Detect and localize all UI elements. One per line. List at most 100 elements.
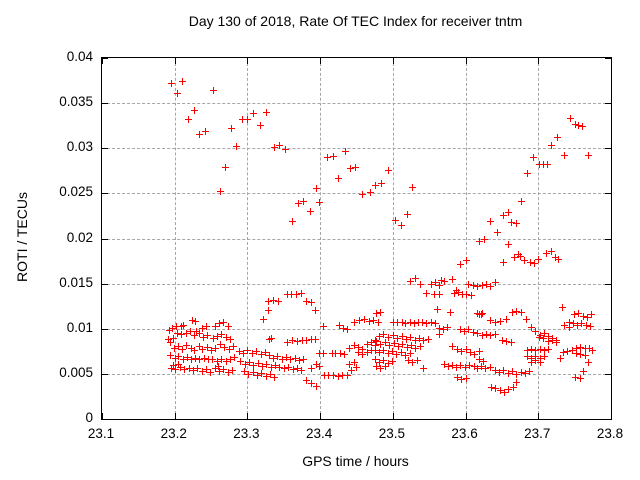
gridline-vertical — [247, 58, 248, 419]
y-tick-mark — [605, 284, 611, 285]
y-tick-mark — [605, 329, 611, 330]
data-point-marker — [200, 334, 207, 341]
data-point-marker — [419, 319, 426, 326]
data-point-marker — [265, 307, 272, 314]
data-point-marker — [303, 377, 310, 384]
gridline-vertical — [393, 58, 394, 419]
data-point-marker — [394, 335, 401, 342]
x-tick-mark — [393, 413, 394, 419]
x-tick-mark — [247, 58, 248, 64]
y-tick-mark — [102, 148, 108, 149]
data-point-marker — [407, 334, 414, 341]
data-point-marker — [561, 322, 568, 329]
data-point-marker — [513, 308, 520, 315]
data-point-marker — [265, 298, 272, 305]
data-point-marker — [571, 311, 578, 318]
data-point-marker — [288, 291, 295, 298]
data-point-marker — [580, 313, 587, 320]
data-point-marker — [449, 276, 456, 283]
data-point-marker — [201, 355, 208, 362]
data-point-marker — [553, 337, 560, 344]
data-point-marker — [271, 374, 278, 381]
data-point-marker — [259, 363, 266, 370]
data-point-marker — [372, 342, 379, 349]
data-point-marker — [303, 298, 310, 305]
data-point-marker — [227, 356, 234, 363]
data-point-marker — [552, 254, 559, 261]
gridline-vertical — [466, 58, 467, 419]
data-point-marker — [420, 365, 427, 372]
data-point-marker — [414, 357, 421, 364]
x-tick-mark — [320, 413, 321, 419]
data-point-marker — [467, 349, 474, 356]
data-point-marker — [399, 341, 406, 348]
data-point-marker — [281, 365, 288, 372]
data-point-marker — [487, 332, 494, 339]
data-point-marker — [375, 319, 382, 326]
data-point-marker — [270, 355, 277, 362]
data-point-marker — [181, 366, 188, 373]
data-point-marker — [545, 338, 552, 345]
gridline-vertical — [175, 58, 176, 419]
data-point-marker — [524, 347, 531, 354]
data-point-marker — [487, 218, 494, 225]
data-point-marker — [221, 344, 228, 351]
x-tick-mark — [393, 58, 394, 64]
data-point-marker — [210, 87, 217, 94]
data-point-marker — [405, 357, 412, 364]
data-point-marker — [287, 356, 294, 363]
data-point-marker — [407, 350, 414, 357]
x-tick-label: 23.2 — [160, 426, 187, 441]
data-point-marker — [366, 318, 373, 325]
data-point-marker — [524, 353, 531, 360]
data-point-marker — [540, 161, 547, 168]
data-point-marker — [471, 351, 478, 358]
data-point-marker — [378, 180, 385, 187]
data-point-marker — [480, 358, 487, 365]
data-point-marker — [351, 359, 358, 366]
data-point-marker — [370, 317, 377, 324]
data-point-marker — [478, 311, 485, 318]
data-point-marker — [386, 342, 393, 349]
data-point-marker — [468, 292, 475, 299]
data-point-marker — [275, 298, 282, 305]
x-tick-mark — [538, 58, 539, 64]
data-point-marker — [196, 131, 203, 138]
data-point-marker — [208, 347, 215, 354]
data-point-marker — [284, 291, 291, 298]
data-point-marker — [292, 355, 299, 362]
data-point-marker — [222, 164, 229, 171]
data-point-marker — [566, 319, 573, 326]
data-point-marker — [404, 344, 411, 351]
data-point-marker — [342, 148, 349, 155]
data-point-marker — [212, 345, 219, 352]
data-point-marker — [476, 348, 483, 355]
y-tick-mark — [605, 193, 611, 194]
data-point-marker — [303, 337, 310, 344]
data-point-marker — [380, 331, 387, 338]
data-point-marker — [508, 219, 515, 226]
data-point-marker — [412, 345, 419, 352]
data-point-marker — [425, 336, 432, 343]
data-point-marker — [177, 364, 184, 371]
x-tick-label: 23.7 — [524, 426, 551, 441]
data-point-marker — [188, 345, 195, 352]
data-point-marker — [290, 366, 297, 373]
gridline-vertical — [538, 58, 539, 419]
data-point-marker — [250, 362, 257, 369]
data-point-marker — [588, 311, 595, 318]
data-point-marker — [336, 322, 343, 329]
data-point-marker — [236, 348, 243, 355]
data-point-marker — [513, 220, 520, 227]
data-point-marker — [199, 346, 206, 353]
data-point-marker — [262, 349, 269, 356]
data-point-marker — [355, 349, 362, 356]
data-point-marker — [215, 363, 222, 370]
data-point-marker — [312, 336, 319, 343]
data-point-marker — [573, 345, 580, 352]
data-point-marker — [583, 322, 590, 329]
data-point-marker — [368, 339, 375, 346]
data-point-marker — [398, 349, 405, 356]
data-point-marker — [447, 309, 454, 316]
data-point-marker — [445, 363, 452, 370]
